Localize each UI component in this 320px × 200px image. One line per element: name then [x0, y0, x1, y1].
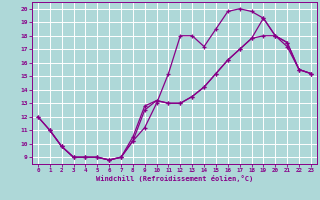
X-axis label: Windchill (Refroidissement éolien,°C): Windchill (Refroidissement éolien,°C)	[96, 175, 253, 182]
